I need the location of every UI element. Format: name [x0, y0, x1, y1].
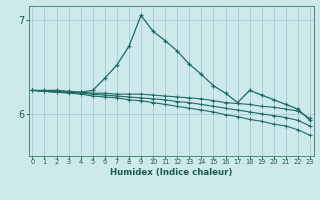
X-axis label: Humidex (Indice chaleur): Humidex (Indice chaleur)	[110, 168, 232, 177]
